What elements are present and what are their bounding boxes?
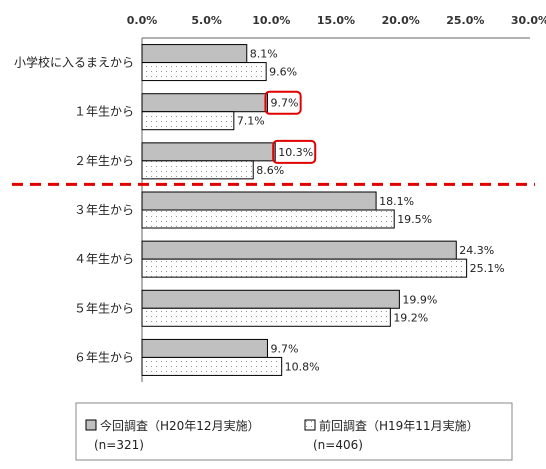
category-label: ５年生から [74,301,134,315]
x-tick-label: 30.0% [511,14,546,27]
category-label: ６年生から [74,350,134,364]
data-label: 8.1% [250,48,278,61]
data-label: 9.6% [269,66,297,79]
x-tick-label: 10.0% [252,14,290,27]
data-label: 19.9% [402,293,437,306]
legend-sample-size: (n=406) [313,438,363,452]
bar-current-survey [141,142,276,162]
category-label: ２年生から [74,154,134,168]
bar-previous-survey [141,111,235,131]
data-label: 18.1% [379,195,414,208]
data-label: 7.1% [237,115,265,128]
bar-previous-survey [141,356,283,376]
bar-previous-survey [141,160,254,180]
x-tick-label: 0.0% [127,14,158,27]
bar-previous-survey [141,258,468,278]
data-label: 19.2% [393,311,428,324]
bar-current-survey [141,191,377,211]
category-label: 小学校に入るまえから [14,55,134,70]
x-tick-label: 15.0% [317,14,355,27]
bar-current-survey [141,93,268,113]
data-label: 8.6% [256,164,284,177]
x-tick-label: 20.0% [382,14,420,27]
legend-swatch-previous [304,419,316,431]
data-label: 25.1% [470,262,505,275]
legend-box [75,402,513,461]
bar-current-survey [141,44,248,64]
bar-previous-survey [141,307,391,327]
bar-current-survey [141,289,400,309]
x-tick-label: 5.0% [191,14,222,27]
data-label: 9.7% [270,97,298,110]
bar-current-survey [141,240,457,260]
highlight-box [264,90,302,115]
legend-sample-size: (n=321) [94,438,144,452]
data-label: 24.3% [459,244,494,257]
bar-current-survey [141,338,268,358]
data-label: 9.7% [270,342,298,355]
category-label: ４年生から [74,252,134,266]
x-tick-label: 25.0% [446,14,484,27]
data-label: 10.3% [278,146,313,159]
bar-previous-survey [141,62,267,82]
highlight-box [272,139,317,164]
bar-previous-survey [141,209,395,229]
category-label: １年生から [74,105,134,119]
data-label: 19.5% [397,213,432,226]
legend-swatch-current [85,419,97,431]
data-label: 10.8% [285,360,320,373]
category-label: ３年生から [74,203,134,217]
legend-label: 前回調査（H19年11月実施） [319,418,479,433]
legend-label: 今回調査（H20年12月実施） [100,418,260,433]
